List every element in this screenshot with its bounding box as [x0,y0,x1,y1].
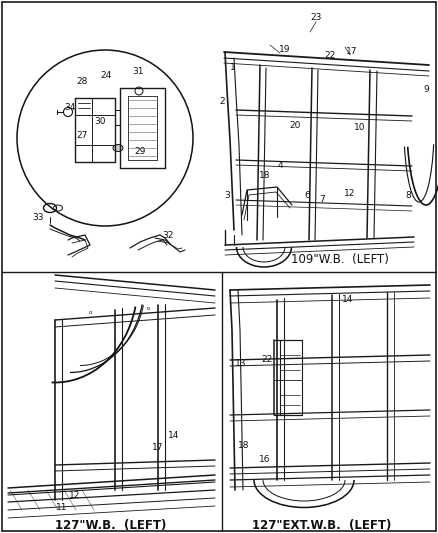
Text: 7: 7 [319,196,325,205]
Text: 11: 11 [56,503,68,512]
Text: 32: 32 [162,230,174,239]
Text: 3: 3 [224,190,230,199]
Text: 127"EXT.W.B.  (LEFT): 127"EXT.W.B. (LEFT) [252,520,392,532]
Text: 14: 14 [168,431,180,440]
Text: o: o [146,305,150,311]
Text: 4: 4 [277,160,283,169]
Text: 22: 22 [261,356,272,365]
Text: 17: 17 [346,47,358,56]
Text: 12: 12 [344,189,356,198]
Text: 2: 2 [219,98,225,107]
Text: 29: 29 [134,148,146,157]
Text: 22: 22 [325,51,336,60]
Text: 33: 33 [32,214,44,222]
Text: 20: 20 [290,120,301,130]
Text: 13: 13 [235,359,247,367]
Text: 19: 19 [279,45,291,54]
Text: 127"W.B.  (LEFT): 127"W.B. (LEFT) [55,520,167,532]
Text: 109"W.B.  (LEFT): 109"W.B. (LEFT) [291,254,389,266]
Text: 10: 10 [354,124,366,133]
Text: 1: 1 [230,63,236,72]
Text: 14: 14 [343,295,354,304]
Text: 9: 9 [423,85,429,94]
Ellipse shape [113,144,123,151]
Text: 6: 6 [304,190,310,199]
Text: 27: 27 [76,131,88,140]
Text: 12: 12 [69,490,81,499]
Text: 31: 31 [132,68,144,77]
Text: 34: 34 [64,103,76,112]
Text: 8: 8 [405,190,411,199]
Text: 16: 16 [259,456,271,464]
Text: 28: 28 [76,77,88,86]
Text: 30: 30 [94,117,106,126]
Text: 17: 17 [152,442,164,451]
Text: 23: 23 [310,13,321,22]
Text: 18: 18 [238,440,250,449]
Text: 18: 18 [259,171,271,180]
Text: 24: 24 [100,70,112,79]
Text: o: o [88,311,92,316]
